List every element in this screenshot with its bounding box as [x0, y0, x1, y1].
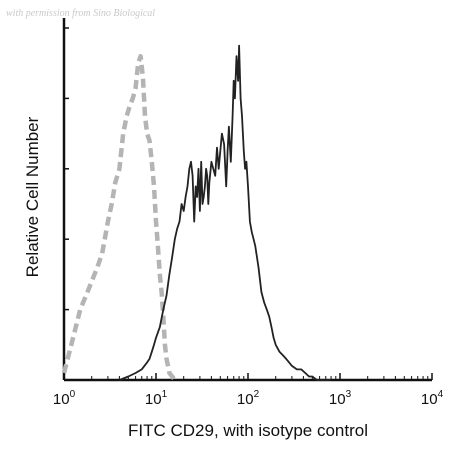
x-axis-label: FITC CD29, with isotype control	[128, 421, 368, 440]
series-layer	[61, 44, 332, 382]
x-tick-label: 104	[421, 389, 444, 408]
y-axis-label: Relative Cell Number	[23, 116, 42, 277]
x-tick-label: 101	[145, 389, 168, 408]
x-tick-label: 100	[53, 389, 76, 408]
cd29-series-line	[119, 44, 332, 381]
watermark-text: with permission from Sino Biological	[6, 8, 156, 19]
y-axis-ticks	[64, 27, 69, 381]
x-tick-label: 103	[329, 389, 352, 408]
x-axis-ticks: 100 101 102 103 104	[53, 373, 444, 408]
isotype-control-series-line	[61, 53, 177, 382]
x-tick-label: 102	[237, 389, 260, 408]
